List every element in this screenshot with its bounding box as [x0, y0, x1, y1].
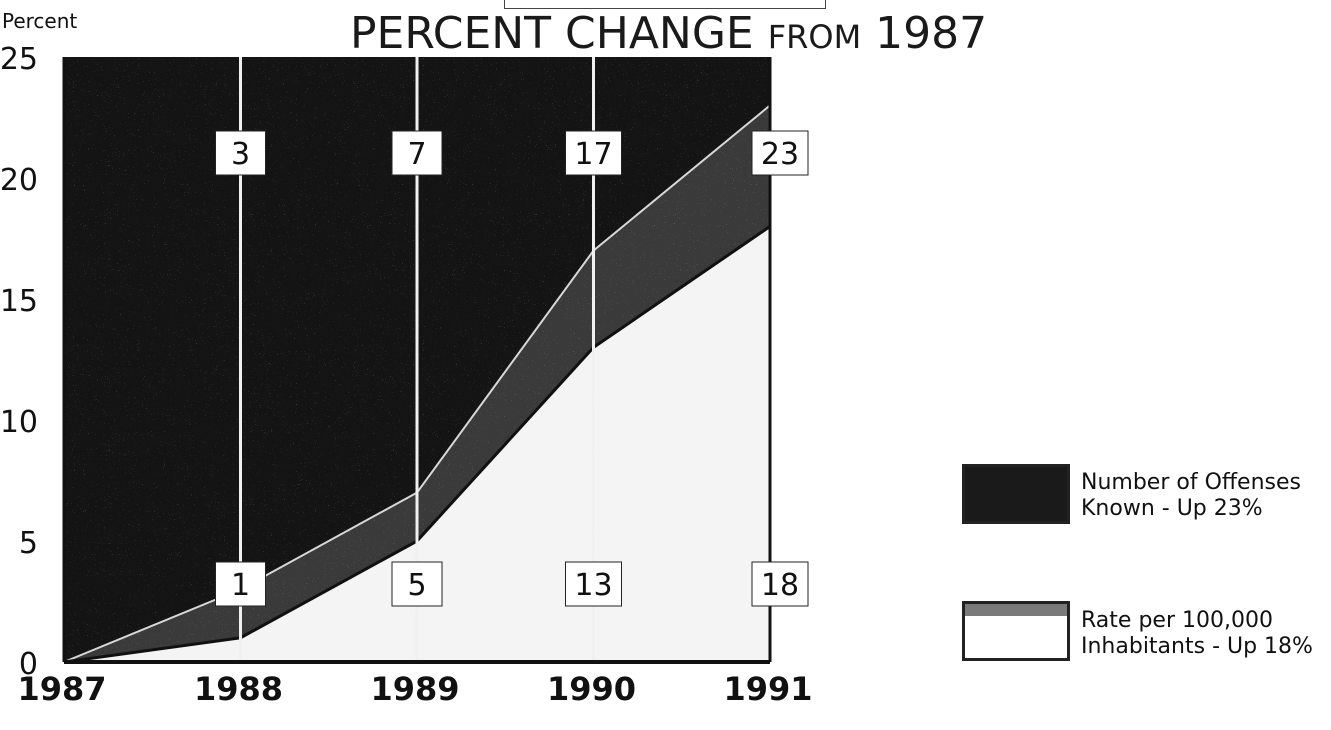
- legend-swatch-rate: [962, 601, 1070, 661]
- data-label-offenses: 23: [761, 137, 799, 172]
- data-label-rate: 13: [574, 568, 612, 603]
- chart-title-main: PERCENT CHANGE: [350, 8, 754, 59]
- y-axis-title: Percent: [2, 9, 78, 33]
- data-label-rate: 5: [407, 568, 426, 603]
- legend-label-rate: Rate per 100,000 Inhabitants - Up 18%: [1081, 608, 1313, 660]
- data-label-rate-box: [565, 561, 622, 607]
- data-label-rate-box: [391, 561, 443, 607]
- y-tick-label: 5: [19, 526, 38, 561]
- data-label-rate-box: [215, 561, 266, 607]
- data-label-offenses-box: [215, 130, 266, 176]
- data-label-rate: 1: [231, 568, 250, 603]
- legend-label-offenses-line2: Known - Up 23%: [1081, 496, 1263, 521]
- y-tick-label: 25: [0, 42, 38, 77]
- data-label-offenses-box: [565, 130, 622, 176]
- legend-label-rate-line2: Inhabitants - Up 18%: [1081, 634, 1313, 659]
- data-label-rate: 18: [761, 568, 799, 603]
- x-tick-label: 1988: [194, 670, 283, 708]
- data-label-offenses-box: [751, 130, 809, 176]
- data-label-layer: 3 7 17 23 1 5 13 18: [215, 130, 809, 607]
- legend-label-offenses: Number of Offenses Known - Up 23%: [1081, 470, 1301, 522]
- x-tick-label: 1990: [547, 670, 636, 708]
- y-tick-label: 15: [0, 284, 38, 319]
- data-label-offenses: 17: [574, 137, 612, 172]
- chart-title: PERCENT CHANGE FROM 1987: [350, 8, 987, 63]
- x-tick-label: 1989: [370, 670, 459, 708]
- data-label-offenses: 3: [231, 137, 250, 172]
- data-label-offenses-box: [391, 130, 443, 176]
- data-label-rate-box: [751, 561, 809, 607]
- y-tick-label: 20: [0, 163, 38, 198]
- y-tick-label: 10: [0, 405, 38, 440]
- title-frame: [504, 0, 826, 9]
- data-label-offenses: 7: [407, 137, 426, 172]
- y-tick-label: 0: [19, 647, 38, 682]
- chart-title-from: FROM: [767, 18, 862, 56]
- legend-swatch-offenses: [962, 464, 1070, 524]
- chart-title-year: 1987: [875, 8, 988, 59]
- legend-label-offenses-line1: Number of Offenses: [1081, 470, 1301, 495]
- x-tick-label: 1987: [17, 670, 106, 708]
- x-tick-label: 1991: [723, 670, 812, 708]
- legend-label-rate-line1: Rate per 100,000: [1081, 608, 1273, 633]
